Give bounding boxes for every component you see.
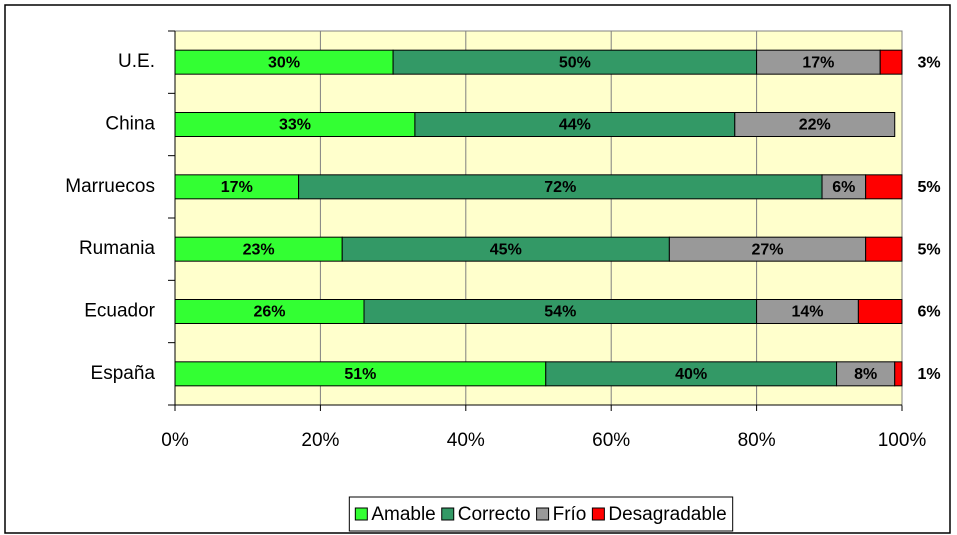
bar-segment — [298, 174, 823, 200]
y-tick-label: U.E. — [118, 51, 155, 72]
y-tick-label: Ecuador — [84, 301, 155, 322]
bar-segment — [174, 236, 343, 262]
data-label: 17% — [221, 179, 253, 196]
data-label: 54% — [544, 304, 576, 321]
legend-label: Correcto — [458, 504, 531, 525]
legend-swatch — [441, 507, 455, 521]
data-label: 40% — [675, 366, 707, 383]
data-label: 72% — [544, 179, 576, 196]
bar-segment — [836, 361, 896, 387]
legend-swatch — [354, 507, 368, 521]
bar-segment — [174, 112, 416, 137]
bar-segment — [879, 49, 903, 75]
legend-label: Desagradable — [608, 504, 726, 525]
bar-segment — [392, 49, 758, 75]
bar-segment — [756, 299, 859, 324]
data-label: 27% — [751, 241, 783, 258]
bar-segment — [545, 361, 838, 387]
bar-segment — [857, 299, 903, 324]
x-tick-label: 0% — [161, 430, 189, 451]
data-label: 3% — [917, 54, 940, 71]
y-tick-label: Rumania — [79, 238, 155, 259]
y-tick-label: China — [105, 114, 155, 135]
data-label: 1% — [917, 366, 940, 383]
bar-segment — [894, 361, 903, 387]
data-label: 17% — [802, 54, 834, 71]
bar-segment — [363, 299, 758, 324]
legend-swatch — [536, 507, 550, 521]
legend-label: Amable — [371, 504, 435, 525]
x-tick-label: 60% — [592, 430, 630, 451]
y-tick-label: España — [91, 363, 156, 384]
data-label: 50% — [559, 54, 591, 71]
bar-segment — [668, 236, 867, 262]
x-tick-label: 20% — [301, 430, 339, 451]
x-tick-label: 80% — [738, 430, 776, 451]
data-label: 6% — [832, 179, 855, 196]
plot-area — [175, 31, 902, 405]
x-tick-label: 100% — [878, 430, 927, 451]
data-label: 22% — [799, 117, 831, 134]
bar-segment — [734, 112, 896, 137]
data-label: 26% — [253, 304, 285, 321]
bar-segment — [865, 236, 903, 262]
data-label: 8% — [854, 366, 877, 383]
data-label: 14% — [791, 304, 823, 321]
bar-segment — [174, 361, 547, 387]
data-label: 5% — [917, 241, 940, 258]
data-label: 45% — [490, 241, 522, 258]
bar-segment — [174, 299, 365, 324]
y-tick-label: Marruecos — [65, 176, 155, 197]
data-label: 51% — [344, 366, 376, 383]
bar-segment — [865, 174, 903, 200]
legend-swatch — [591, 507, 605, 521]
data-label: 5% — [917, 179, 940, 196]
data-label: 33% — [279, 117, 311, 134]
data-label: 6% — [917, 304, 940, 321]
bar-segment — [341, 236, 670, 262]
data-label: 30% — [268, 54, 300, 71]
data-label: 23% — [243, 241, 275, 258]
data-label: 44% — [559, 117, 591, 134]
x-tick-label: 40% — [447, 430, 485, 451]
legend-label: Frío — [553, 504, 587, 525]
